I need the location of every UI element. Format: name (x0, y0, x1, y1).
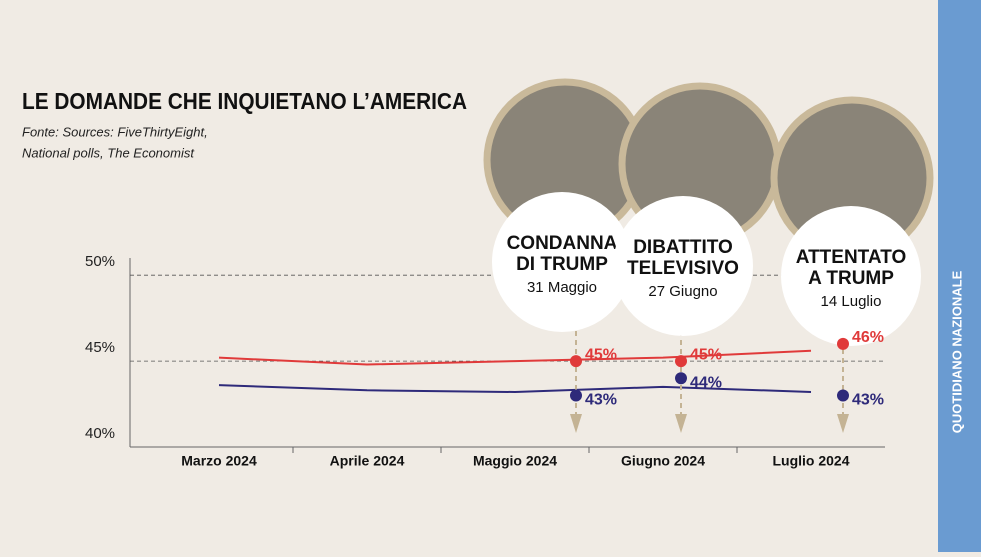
y-tick-label: 50% (85, 253, 115, 270)
event-title: CONDANNA (507, 233, 618, 254)
event-arrowhead (570, 414, 582, 433)
event-point (675, 372, 687, 385)
y-tick-label: 45% (85, 339, 115, 356)
x-tick-label: Luglio 2024 (772, 453, 849, 469)
brand: QUOTIDIANO NAZIONALE (949, 270, 964, 433)
event-title: DI TRUMP (516, 254, 608, 275)
series-line (218, 384, 812, 394)
source: Fonte: Sources: FiveThirtyEight, (22, 124, 208, 139)
event-point (837, 337, 849, 350)
event-value-label: 43% (585, 392, 617, 409)
event-arrowhead (837, 414, 849, 433)
x-tick-label: Giugno 2024 (621, 453, 705, 469)
event-point (675, 355, 687, 368)
event-title: DIBATTITO (633, 237, 733, 258)
x-tick-label: Marzo 2024 (181, 453, 257, 469)
source: National polls, The Economist (22, 145, 195, 160)
event-title: ATTENTATO (796, 247, 906, 268)
x-tick-label: Aprile 2024 (330, 453, 405, 469)
chart-title: LE DOMANDE CHE INQUIETANO L’AMERICA (22, 88, 467, 114)
event-bubble (492, 192, 632, 332)
event-date: 14 Luglio (821, 293, 882, 310)
event-point (570, 355, 582, 368)
event-value-label: 43% (852, 392, 884, 409)
x-tick-label: Maggio 2024 (473, 453, 557, 469)
event-point (570, 389, 582, 402)
event-title: A TRUMP (808, 268, 894, 289)
event-bubble (781, 206, 921, 346)
event-value-label: 44% (690, 374, 722, 391)
event-value-label: 45% (585, 346, 617, 363)
event-point (837, 389, 849, 402)
event-date: 31 Maggio (527, 279, 597, 296)
event-value-label: 45% (690, 346, 722, 363)
y-tick-label: 40% (85, 425, 115, 442)
series-line (218, 349, 812, 366)
event-title: TELEVISIVO (627, 258, 739, 279)
event-bubble (613, 196, 753, 336)
event-value-label: 46% (852, 329, 884, 346)
event-date: 27 Giugno (648, 283, 717, 300)
event-arrowhead (675, 414, 687, 433)
brand-band (938, 0, 981, 552)
